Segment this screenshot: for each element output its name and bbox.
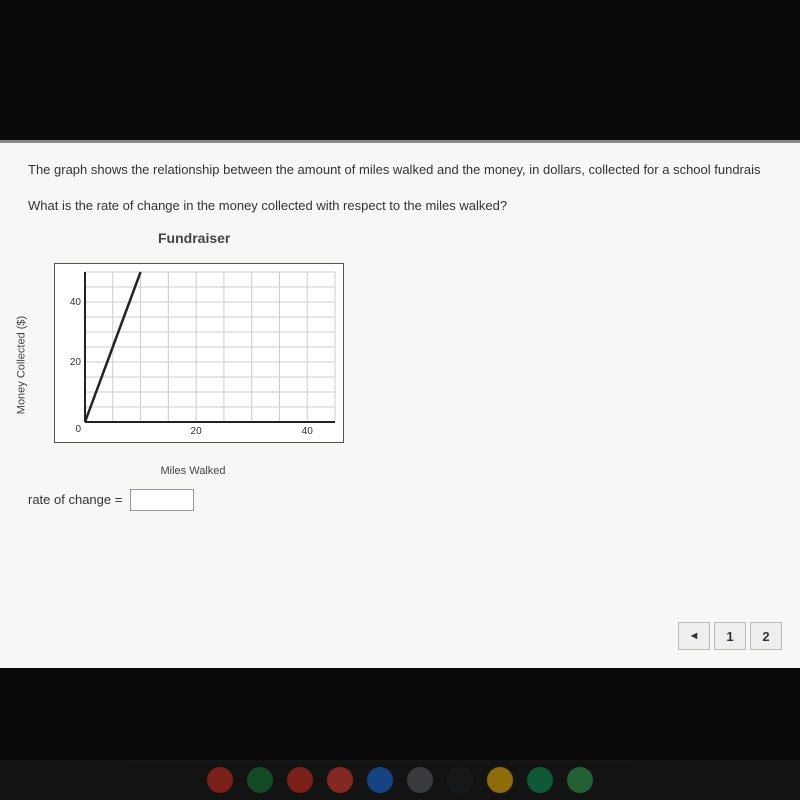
taskbar bbox=[0, 760, 800, 800]
chart-ylabel: Money Collected ($) bbox=[14, 316, 29, 414]
taskbar-app-icon[interactable] bbox=[287, 767, 313, 793]
svg-text:40: 40 bbox=[302, 426, 314, 437]
pager: ◄ 1 2 bbox=[678, 622, 782, 650]
svg-text:20: 20 bbox=[191, 426, 203, 437]
taskbar-app-icon[interactable] bbox=[407, 767, 433, 793]
svg-text:0: 0 bbox=[75, 424, 81, 435]
taskbar-app-icon[interactable] bbox=[367, 767, 393, 793]
question-content: The graph shows the relationship between… bbox=[0, 143, 800, 521]
answer-row: rate of change = bbox=[28, 489, 788, 511]
taskbar-app-icon[interactable] bbox=[247, 767, 273, 793]
taskbar-icons bbox=[207, 767, 593, 793]
pager-page-1-button[interactable]: 1 bbox=[714, 622, 746, 650]
taskbar-app-icon[interactable] bbox=[447, 767, 473, 793]
taskbar-app-icon[interactable] bbox=[487, 767, 513, 793]
chart-xlabel: Miles Walked bbox=[161, 464, 226, 479]
content-viewport: The graph shows the relationship between… bbox=[0, 140, 800, 668]
taskbar-app-icon[interactable] bbox=[527, 767, 553, 793]
chart-container: Money Collected ($) 204020400 Miles Walk… bbox=[28, 255, 358, 475]
problem-intro: The graph shows the relationship between… bbox=[28, 161, 788, 179]
chart-plot: 20 40 20 40 0 bbox=[54, 263, 344, 443]
svg-text:40: 40 bbox=[70, 297, 82, 308]
taskbar-app-icon[interactable] bbox=[567, 767, 593, 793]
taskbar-app-icon[interactable] bbox=[207, 767, 233, 793]
answer-input[interactable] bbox=[130, 489, 194, 511]
pager-prev-button[interactable]: ◄ bbox=[678, 622, 710, 650]
taskbar-app-icon[interactable] bbox=[327, 767, 353, 793]
chart-svg: 20 40 20 40 0 bbox=[55, 264, 345, 444]
problem-question: What is the rate of change in the money … bbox=[28, 197, 788, 215]
answer-label: rate of change = bbox=[28, 491, 122, 509]
chart-title: Fundraiser bbox=[158, 229, 788, 249]
svg-text:20: 20 bbox=[70, 357, 82, 368]
pager-page-2-button[interactable]: 2 bbox=[750, 622, 782, 650]
